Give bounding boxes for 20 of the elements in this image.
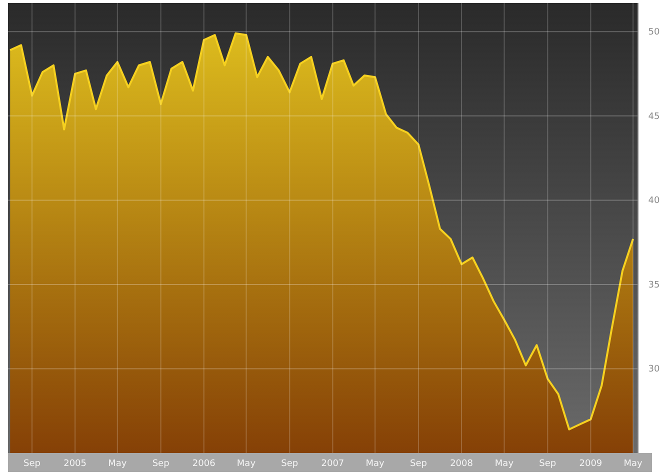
y-tick-label: 30 bbox=[648, 364, 660, 375]
y-tick-label: 50 bbox=[648, 28, 660, 38]
x-tick-label: 2005 bbox=[64, 459, 87, 469]
x-tick-label: May bbox=[236, 459, 256, 469]
y-tick-label: 45 bbox=[648, 112, 660, 122]
x-tick-label: May bbox=[494, 459, 514, 469]
y-tick-label: 35 bbox=[648, 280, 660, 290]
x-tick-label: Sep bbox=[281, 459, 298, 469]
x-tick-label: Sep bbox=[24, 459, 41, 469]
x-tick-label: Sep bbox=[410, 459, 428, 469]
x-tick-label: 2008 bbox=[450, 459, 474, 469]
y-tick-label: 40 bbox=[648, 196, 660, 206]
x-tick-label: 2006 bbox=[192, 459, 216, 469]
x-tick-label: 2009 bbox=[579, 459, 602, 469]
x-tick-label: Sep bbox=[152, 459, 170, 469]
x-tick-label: May bbox=[366, 459, 386, 469]
x-tick-label: May bbox=[624, 459, 644, 469]
x-tick-label: May bbox=[108, 459, 128, 469]
x-tick-label: 2007 bbox=[321, 459, 344, 469]
x-tick-label: Sep bbox=[539, 459, 556, 469]
